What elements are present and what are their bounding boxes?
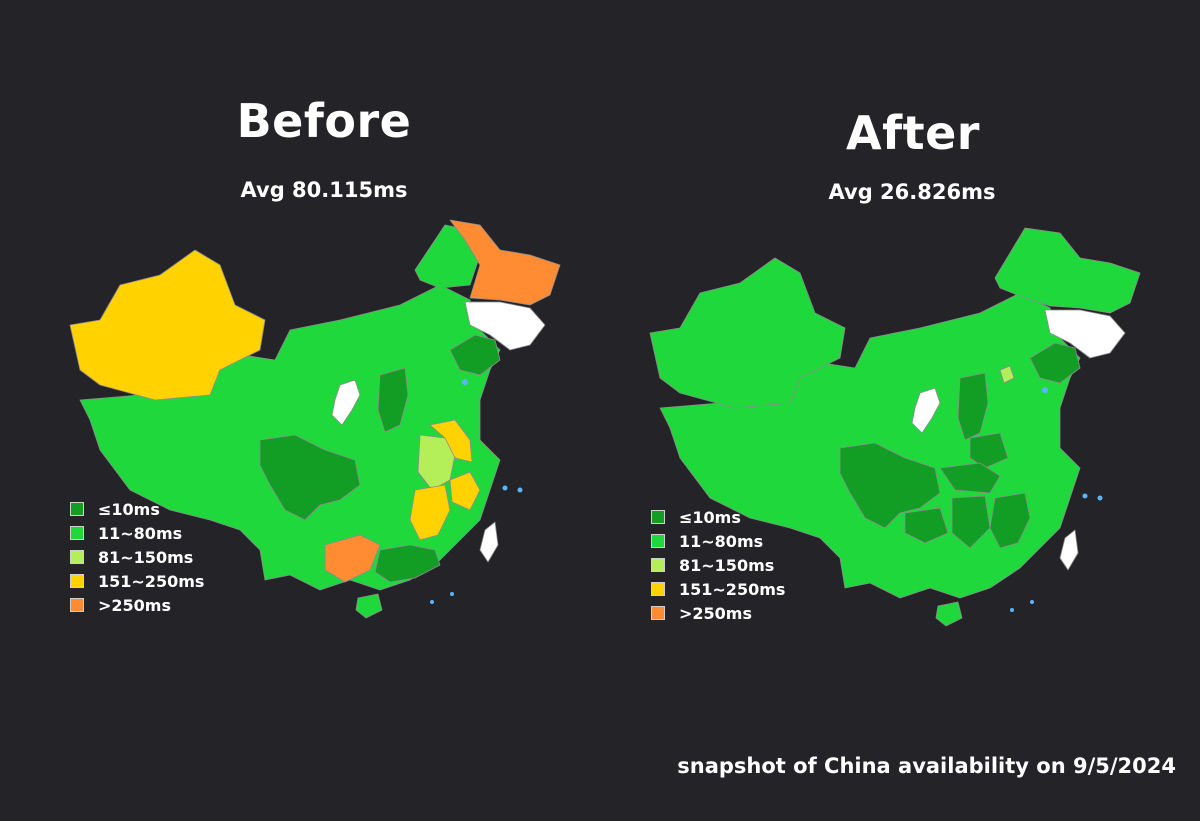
legend-item: 151~250ms <box>651 578 785 600</box>
legend-swatch <box>651 582 665 596</box>
before-region-north <box>414 224 481 289</box>
after-china-map <box>649 227 1141 627</box>
legend-item: 11~80ms <box>70 522 204 544</box>
before-region-jilin <box>464 301 546 351</box>
before-region-shanxi <box>377 367 409 433</box>
legend-swatch <box>651 606 665 620</box>
legend-item: ≤10ms <box>70 498 204 520</box>
legend-label: >250ms <box>98 595 171 615</box>
after-title: After <box>846 106 980 160</box>
legend-label: ≤10ms <box>679 507 741 527</box>
legend-label: 11~80ms <box>98 523 183 543</box>
legend-label: 11~80ms <box>679 531 764 551</box>
before-region-jiangsu <box>429 419 473 463</box>
before-region-liaoning <box>449 334 501 376</box>
before-region-guangxi <box>324 534 381 583</box>
legend-swatch <box>70 550 84 564</box>
after-region-henan <box>969 432 1009 469</box>
legend-swatch <box>70 526 84 540</box>
before-china-map <box>69 219 561 619</box>
before-region-jiangxi <box>409 484 451 541</box>
legend-label: 81~150ms <box>98 547 194 567</box>
before-region-guangdong <box>374 544 441 583</box>
after-region-taiwan <box>1059 529 1079 571</box>
legend-swatch <box>70 598 84 612</box>
legend-label: ≤10ms <box>98 499 160 519</box>
before-legend: ≤10ms 11~80ms 81~150ms 151~250ms >250ms <box>70 498 204 618</box>
before-region-sichuan <box>259 434 361 521</box>
before-region-xinjiang <box>69 249 266 401</box>
legend-swatch <box>70 502 84 516</box>
after-region-hubei <box>939 462 1001 494</box>
before-region-heilongjiang <box>449 219 561 306</box>
after-region-jiangxi <box>989 492 1031 549</box>
before-region-taiwan <box>479 521 499 563</box>
legend-label: 151~250ms <box>98 571 205 591</box>
after-region-ningxia <box>911 387 941 434</box>
legend-item: 81~150ms <box>651 554 785 576</box>
after-region-heilongjiang <box>994 227 1141 314</box>
legend-item: >250ms <box>70 594 204 616</box>
after-region-liaoning <box>1029 342 1081 384</box>
before-region-hainan <box>355 593 383 619</box>
legend-label: 81~150ms <box>679 555 775 575</box>
after-region-jilin <box>1044 309 1126 359</box>
before-title: Before <box>236 94 412 148</box>
after-region-hunan <box>951 495 991 549</box>
legend-label: >250ms <box>679 603 752 623</box>
legend-item: 151~250ms <box>70 570 204 592</box>
before-region-ningxia <box>331 379 361 426</box>
footer-caption: snapshot of China availability on 9/5/20… <box>677 754 1176 778</box>
after-legend: ≤10ms 11~80ms 81~150ms 151~250ms >250ms <box>651 506 785 626</box>
legend-swatch <box>70 574 84 588</box>
after-region-hainan <box>935 601 963 627</box>
legend-item: 11~80ms <box>651 530 785 552</box>
after-region-guizhou <box>904 507 949 544</box>
after-average: Avg 26.826ms <box>828 180 996 204</box>
legend-item: ≤10ms <box>651 506 785 528</box>
legend-item: >250ms <box>651 602 785 624</box>
before-region-zhejiang <box>449 471 481 511</box>
legend-label: 151~250ms <box>679 579 786 599</box>
after-region-xinjiang <box>649 257 846 409</box>
after-region-shanxi <box>957 372 989 441</box>
legend-swatch <box>651 534 665 548</box>
after-region-sichuan <box>839 442 941 529</box>
after-panel: After Avg 26.826ms <box>600 0 1200 821</box>
before-panel: Before Avg 80.115ms <box>69 94 561 619</box>
legend-item: 81~150ms <box>70 546 204 568</box>
after-region-beijing <box>999 365 1015 384</box>
legend-swatch <box>651 558 665 572</box>
before-average: Avg 80.115ms <box>240 178 408 202</box>
legend-swatch <box>651 510 665 524</box>
